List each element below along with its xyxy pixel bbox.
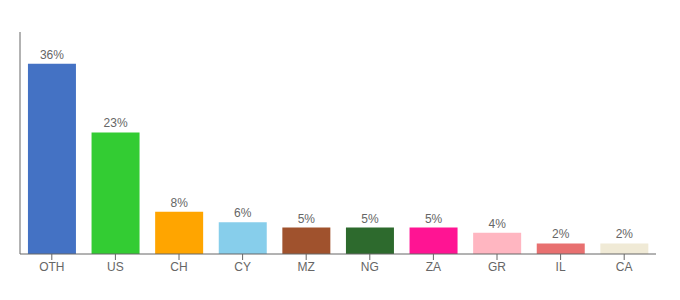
svg-text:5%: 5% — [298, 212, 316, 226]
svg-text:8%: 8% — [170, 196, 188, 210]
svg-text:GR: GR — [488, 260, 506, 274]
svg-text:36%: 36% — [40, 48, 64, 62]
svg-text:IL: IL — [556, 260, 566, 274]
svg-text:OTH: OTH — [39, 260, 64, 274]
svg-text:MZ: MZ — [298, 260, 315, 274]
svg-text:US: US — [107, 260, 124, 274]
svg-text:6%: 6% — [234, 206, 252, 220]
svg-text:CH: CH — [170, 260, 187, 274]
svg-text:2%: 2% — [552, 227, 570, 241]
svg-text:CA: CA — [616, 260, 633, 274]
svg-text:ZA: ZA — [426, 260, 441, 274]
svg-text:CY: CY — [234, 260, 251, 274]
svg-text:5%: 5% — [361, 212, 379, 226]
svg-text:4%: 4% — [488, 217, 506, 231]
svg-text:5%: 5% — [425, 212, 443, 226]
svg-text:2%: 2% — [616, 227, 634, 241]
svg-text:23%: 23% — [104, 116, 128, 130]
svg-text:NG: NG — [361, 260, 379, 274]
